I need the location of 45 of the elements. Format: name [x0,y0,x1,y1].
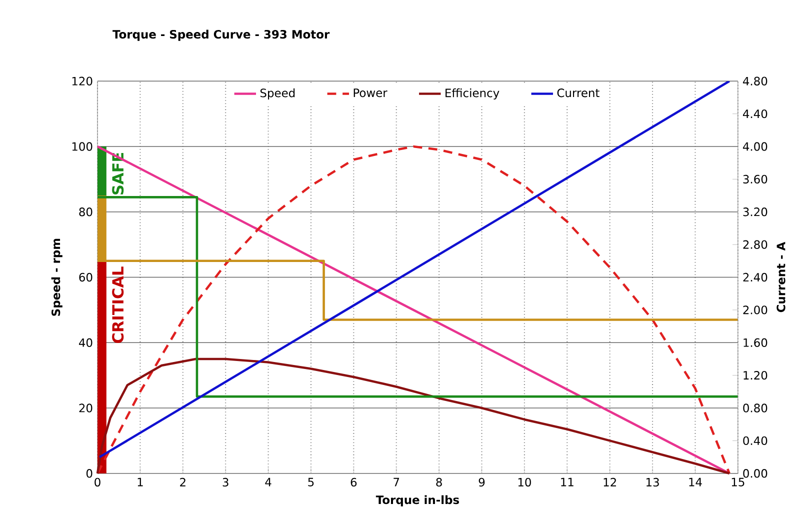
y-tick-label: 0 [86,469,92,478]
x-tick-label: 4 [265,478,272,486]
annotation: CRITICAL [112,266,124,344]
y2-tick-label: 4.00 [742,142,768,151]
y2-tick-label: 4.80 [742,76,768,86]
x-tick-label: 5 [308,478,314,487]
x-tick-label: 2 [180,478,186,487]
y2-tick-label: 0.00 [743,469,768,478]
y2-tick-label: 1.20 [744,371,768,380]
x-tick-label: 1 [138,478,143,486]
legend-label: Efficiency [446,88,500,100]
y2-tick-label: 1.60 [744,338,768,348]
x-tick-label: 15 [732,478,744,487]
x-tick-label: 12 [604,478,616,487]
y2-tick-label: 0.40 [743,436,768,446]
x-tick-label: 11 [561,478,574,486]
y-tick-label: 120 [72,76,92,86]
x-tick-label: 13 [646,478,659,487]
y2-tick-label: 0.80 [743,404,768,413]
y-tick-label: 40 [78,338,92,348]
x-tick-label: 10 [518,478,531,487]
x-tick-label: 14 [689,478,702,486]
y-tick-label: 100 [72,142,92,151]
x-axis-title: Torque in-lbs [376,495,460,507]
legend-label: Current [557,88,600,98]
legend-label: Speed [260,88,295,100]
y-tick-label: 20 [79,404,92,413]
y-axis-title: Speed - rpm [51,238,62,316]
x-tick-label: 6 [350,478,357,487]
y2-tick-label: 3.20 [743,208,768,216]
y2-tick-label: 2.80 [743,240,768,250]
y-tick-label: 60 [79,273,92,282]
y2-tick-label: 4.40 [742,110,768,118]
y2-tick-label: 3.60 [743,175,768,184]
x-tick-label: 0 [94,478,100,487]
legend-label: Power [354,88,388,98]
x-tick-label: 7 [394,478,400,486]
y2-axis-title: Current - A [776,242,786,312]
chart-title: Torque - Speed Curve - 393 Motor [112,30,330,42]
y2-tick-label: 2.40 [743,273,768,282]
x-tick-label: 9 [478,478,485,487]
x-tick-label: 8 [436,478,442,487]
y-tick-label: 80 [79,208,92,216]
y2-tick-label: 2.00 [743,306,768,314]
x-tick-label: 3 [222,478,228,487]
